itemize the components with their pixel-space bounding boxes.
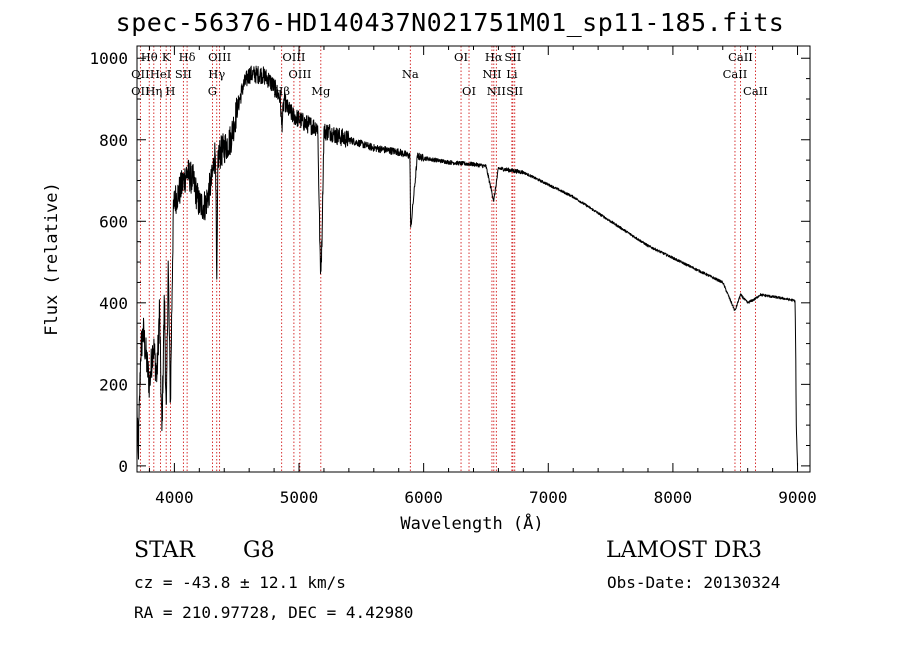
y-tick-label: 0: [118, 457, 128, 476]
emission-line-label: OII: [131, 67, 150, 81]
emission-line-label: OIII: [288, 67, 311, 81]
emission-line-label: OI: [462, 84, 476, 98]
emission-line-label: H: [165, 84, 175, 98]
emission-line-label: G: [208, 84, 217, 98]
emission-line-label: Hα: [485, 50, 503, 64]
emission-line-label: Hδ: [179, 50, 196, 64]
object-class: STAR: [134, 538, 195, 563]
y-tick-label: 600: [99, 212, 128, 231]
x-tick-label: 4000: [155, 488, 194, 507]
object-subclass: G8: [243, 538, 275, 563]
emission-line-label: HeI: [150, 67, 171, 81]
x-tick-label: 8000: [654, 488, 693, 507]
emission-line-label: NII: [482, 67, 501, 81]
emission-line-label: SII: [175, 67, 192, 81]
y-axis-label: Flux (relative): [42, 182, 62, 336]
redshift-cz: cz = -43.8 ± 12.1 km/s: [134, 573, 346, 592]
emission-line-label: K: [162, 50, 171, 64]
axis-ticks: 4000 5000 6000 7000 8000 9000 0 200 400 600 800 100…: [89, 46, 817, 507]
emission-line-label: SII: [504, 50, 521, 64]
emission-line-label: OII: [131, 84, 150, 98]
ra-dec-coordinates: RA = 210.97728, DEC = 4.42980: [134, 603, 414, 622]
emission-line-markers: [139, 46, 756, 472]
emission-line-label: Hη: [145, 84, 162, 98]
spectrum-line: [136, 65, 798, 466]
x-axis-label: Wavelength (Å): [400, 512, 543, 534]
chart-title: spec-56376-HD140437N021751M01_sp11-185.f…: [115, 8, 785, 37]
emission-line-label: Mg: [311, 84, 331, 98]
y-tick-label: 1000: [89, 49, 128, 68]
x-tick-label: 7000: [529, 488, 568, 507]
emission-line-label: NII: [487, 84, 506, 98]
y-tick-label: 800: [99, 131, 128, 150]
survey-name: LAMOST DR3: [606, 538, 762, 563]
spectrum-series: [136, 65, 798, 466]
emission-line-label: OI: [454, 50, 468, 64]
y-tick-label: 200: [99, 375, 128, 394]
x-tick-label: 5000: [280, 488, 319, 507]
emission-line-label: Na: [402, 67, 419, 81]
emission-line-label: Hβ: [273, 84, 290, 98]
emission-line-label: Hθ: [141, 50, 158, 64]
emission-line-label: Li: [506, 67, 518, 81]
emission-line-label: Hγ: [208, 67, 225, 81]
emission-line-label: SII: [506, 84, 523, 98]
emission-line-label: CaII: [728, 50, 753, 64]
emission-line-label: CaII: [743, 84, 768, 98]
emission-line-label: CaII: [723, 67, 748, 81]
x-tick-label: 6000: [404, 488, 443, 507]
y-tick-label: 400: [99, 294, 128, 313]
x-tick-label: 9000: [778, 488, 817, 507]
emission-line-label: OIII: [282, 50, 305, 64]
emission-line-label: OIII: [208, 50, 231, 64]
observation-date: Obs-Date: 20130324: [607, 573, 781, 592]
